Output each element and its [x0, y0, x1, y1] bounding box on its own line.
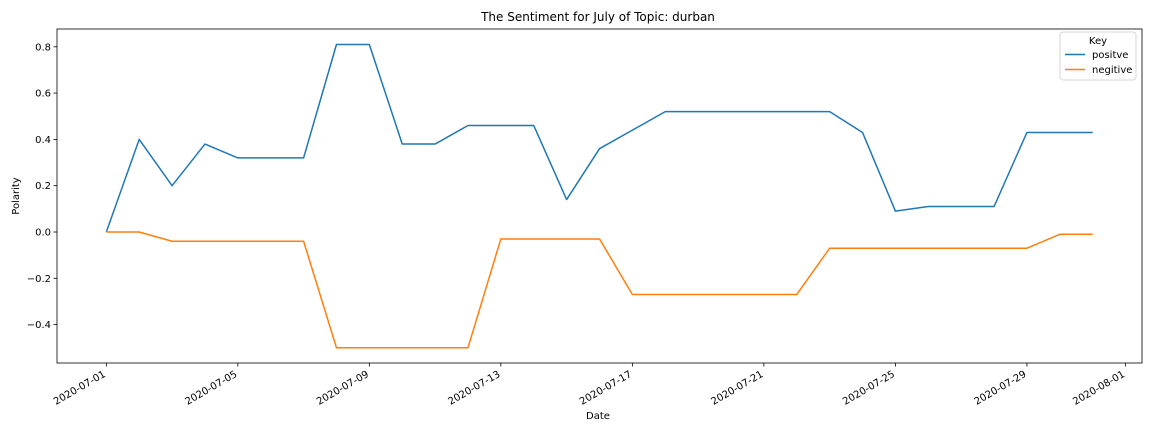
y-tick-label: −0.2 — [27, 274, 51, 285]
x-tick-label: 2020-07-29 — [973, 369, 1029, 408]
x-axis-title: Date — [586, 411, 610, 422]
x-tick-label: 2020-07-17 — [578, 369, 634, 408]
x-tick-label: 2020-07-05 — [183, 369, 239, 408]
legend-label-positve: positve — [1092, 50, 1128, 61]
series-line-positve — [105, 43, 1093, 233]
x-tick-label: 2020-07-01 — [52, 369, 108, 408]
x-tick-label: 2020-08-01 — [1071, 369, 1127, 408]
x-tick-label: 2020-07-09 — [315, 369, 371, 408]
y-tick-label: 0.0 — [35, 227, 51, 238]
legend: Key positve negitive — [1059, 31, 1137, 81]
y-tick-label: 0.8 — [35, 42, 51, 53]
x-tick-label: 2020-07-13 — [447, 369, 503, 408]
y-tick-label: 0.2 — [35, 181, 51, 192]
series-line-negitive — [106, 231, 1093, 349]
plot-frame — [56, 28, 1143, 364]
legend-label-negitive: negitive — [1092, 65, 1132, 76]
y-axis-title: Polarity — [11, 177, 22, 215]
chart-title: The Sentiment for July of Topic: durban — [480, 10, 715, 24]
x-tick-label: 2020-07-21 — [710, 369, 766, 408]
y-tick-label: 0.6 — [35, 89, 51, 100]
legend-title: Key — [1089, 36, 1107, 47]
plot-area: −0.4 −0.2 0.0 0.2 0.4 0.6 0.8 2020-07-01 2020-07… — [27, 28, 1143, 408]
y-tick-label: 0.4 — [35, 135, 51, 146]
legend-box — [1059, 31, 1137, 81]
y-tick-label: −0.4 — [27, 320, 51, 331]
x-tick-label: 2020-07-25 — [841, 369, 897, 408]
